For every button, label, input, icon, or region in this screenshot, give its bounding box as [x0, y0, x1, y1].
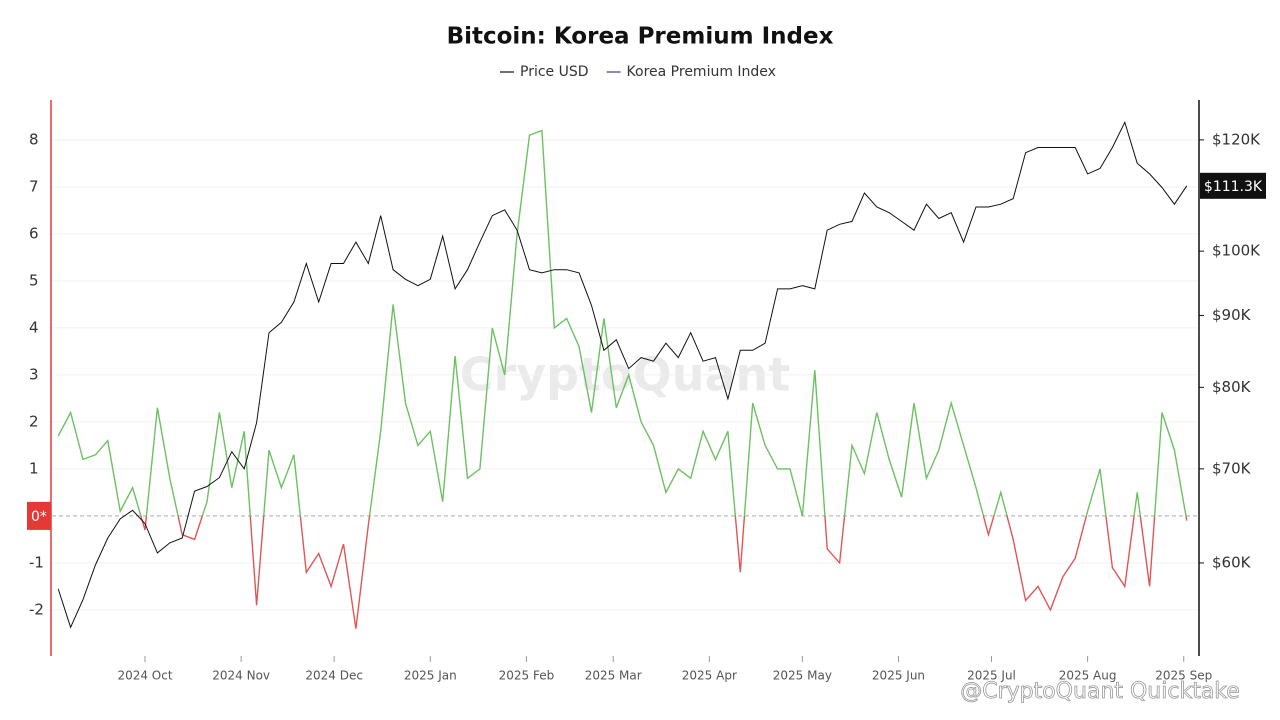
- zero-label-box: [27, 501, 51, 530]
- chart-title: Bitcoin: Korea Premium Index: [447, 24, 834, 50]
- x-tick-label: 2025 Aug: [1059, 669, 1117, 683]
- x-tick-label: 2024 Dec: [305, 669, 363, 683]
- x-tick-label: 2025 Jan: [404, 669, 457, 683]
- credit: @CryptoQuant Quicktake: [960, 679, 1240, 704]
- last-value-label: $111.3K: [1204, 179, 1263, 195]
- x-tick-label: 2024 Nov: [212, 669, 270, 683]
- y-tick-label: 3: [29, 365, 39, 383]
- x-tick-label: 2025 Jun: [872, 669, 925, 683]
- y2-tick-label: $90K: [1212, 306, 1252, 324]
- y2-tick-label: $120K: [1212, 130, 1261, 148]
- price-line: [57, 120, 1188, 629]
- legend-label: Price USD: [520, 64, 589, 80]
- last-value-box: [1200, 172, 1266, 199]
- x-tick-label: 2025 May: [773, 669, 832, 683]
- x-tick-label: 2025 Sep: [1155, 669, 1212, 683]
- y2-tick-label: $70K: [1212, 459, 1252, 477]
- y-tick-label: -2: [29, 600, 44, 618]
- y2-tick-label: $60K: [1212, 553, 1252, 571]
- y-tick-label: 2: [29, 412, 39, 430]
- x-tick-label: 2024 Oct: [117, 669, 172, 683]
- x-tick-label: 2025 Apr: [682, 669, 737, 683]
- y2-tick-label: $80K: [1212, 378, 1252, 396]
- x-tick-label: 2025 Mar: [585, 669, 642, 683]
- legend-label: Korea Premium Index: [627, 64, 776, 80]
- y2-tick-label: $100K: [1212, 242, 1261, 260]
- y-tick-label: 8: [29, 130, 39, 148]
- y-tick-label: 6: [29, 224, 39, 242]
- y-tick-label: 1: [29, 459, 39, 477]
- y-tick-label: 5: [29, 271, 39, 289]
- y-tick-label: -1: [29, 553, 44, 571]
- x-tick-label: 2025 Feb: [499, 669, 555, 683]
- y-tick-label: 4: [29, 318, 39, 336]
- y-tick-label: 7: [29, 177, 39, 195]
- x-tick-label: 2025 Jul: [967, 669, 1016, 683]
- y-tick-label: 0*: [31, 509, 47, 525]
